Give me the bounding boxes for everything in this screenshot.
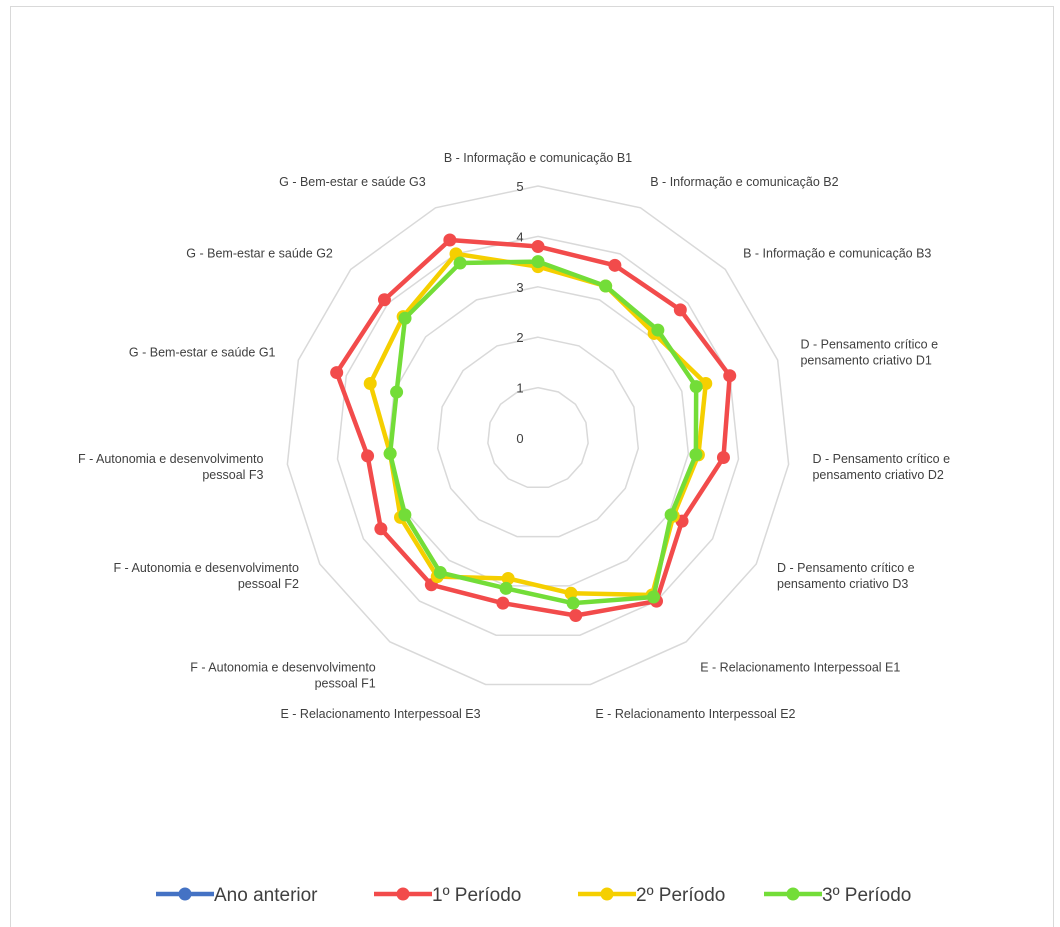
data-point xyxy=(651,323,665,337)
legend-marker xyxy=(396,887,410,901)
series-3 xyxy=(383,255,703,610)
grid-ring xyxy=(487,386,589,489)
data-point xyxy=(566,596,580,610)
data-point xyxy=(374,522,388,536)
data-point xyxy=(398,508,412,522)
category-label: E - Relacionamento Interpessoal E3 xyxy=(280,707,480,721)
series-1 xyxy=(330,233,737,622)
data-point xyxy=(531,255,545,269)
category-label: D - Pensamento crítico e pensamento criat… xyxy=(777,561,915,591)
radar-grid xyxy=(286,185,790,686)
data-point xyxy=(673,303,687,317)
chart-border xyxy=(10,6,1054,927)
tick-label: 0 xyxy=(516,431,523,446)
category-label: G - Bem-estar e saúde G3 xyxy=(279,175,426,189)
legend-label: 3º Período xyxy=(822,885,911,906)
category-label: E - Relacionamento Interpessoal E1 xyxy=(700,660,900,674)
data-point xyxy=(664,508,678,522)
data-point xyxy=(390,385,404,399)
category-label: B - Informação e comunicação B1 xyxy=(444,151,632,165)
legend-label: 2º Período xyxy=(636,885,725,906)
series-group xyxy=(330,233,737,622)
series-2 xyxy=(363,247,713,602)
data-point xyxy=(377,293,391,307)
data-point xyxy=(383,447,397,461)
tick-label: 1 xyxy=(516,381,523,396)
tick-label: 4 xyxy=(516,229,523,244)
data-point xyxy=(398,311,412,325)
category-label: F - Autonomia e desenvolvimento pessoal F… xyxy=(190,660,376,690)
data-point xyxy=(689,448,703,462)
radar-ticks: 0 1 2 3 4 5 xyxy=(516,179,523,446)
data-point xyxy=(569,608,583,622)
data-point xyxy=(723,369,737,383)
tick-label: 5 xyxy=(516,179,523,194)
category-label: B - Informação e comunicação B2 xyxy=(650,175,838,189)
legend-label: 1º Período xyxy=(432,885,521,906)
legend: Ano anterior 1º Período 2º Período 3º Perío… xyxy=(156,885,911,906)
data-point xyxy=(599,279,613,293)
category-label: G - Bem-estar e saúde G1 xyxy=(129,346,276,360)
category-label: D - Pensamento crítico e pensamento criat… xyxy=(812,452,950,482)
data-point xyxy=(501,572,515,586)
series-line xyxy=(334,237,732,618)
data-point xyxy=(608,258,622,272)
legend-marker xyxy=(178,887,192,901)
category-labels: B - Informação e comunicação B1 B - Infor… xyxy=(78,151,950,721)
data-point xyxy=(363,376,377,390)
data-point xyxy=(496,596,510,610)
tick-label: 3 xyxy=(516,280,523,295)
data-point xyxy=(433,566,447,580)
series-line xyxy=(387,259,699,606)
category-label: G - Bem-estar e saúde G2 xyxy=(186,246,333,260)
data-point xyxy=(531,239,545,253)
category-label: E - Relacionamento Interpessoal E2 xyxy=(595,707,795,721)
legend-marker xyxy=(786,887,800,901)
data-point xyxy=(361,449,375,463)
legend-marker xyxy=(600,887,614,901)
category-label: D - Pensamento crítico e pensamento criat… xyxy=(800,338,938,368)
tick-label: 2 xyxy=(516,330,523,345)
series-line xyxy=(367,251,709,598)
data-point xyxy=(443,233,457,247)
data-point xyxy=(499,581,513,595)
category-label: F - Autonomia e desenvolvimento pessoal F… xyxy=(78,452,264,482)
category-label: B - Informação e comunicação B3 xyxy=(743,246,931,260)
data-point xyxy=(453,256,467,270)
data-point xyxy=(330,366,344,380)
data-point xyxy=(716,450,730,464)
data-point xyxy=(647,590,661,604)
legend-label: Ano anterior xyxy=(214,885,318,906)
data-point xyxy=(689,380,703,394)
category-label: F - Autonomia e desenvolvimento pessoal F… xyxy=(113,561,299,591)
grid-ring xyxy=(286,185,790,686)
grid-ring xyxy=(436,336,640,538)
grid-ring xyxy=(386,286,690,587)
grid-ring xyxy=(336,235,740,636)
data-point xyxy=(564,586,578,600)
